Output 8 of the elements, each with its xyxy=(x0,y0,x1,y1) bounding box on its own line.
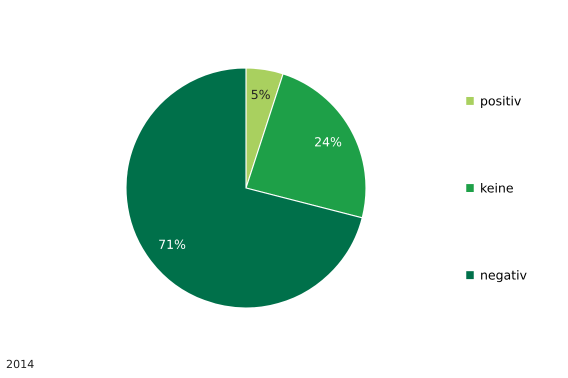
pie-slice xyxy=(125,67,363,309)
legend-label: keine xyxy=(481,182,513,193)
legend-label: negativ xyxy=(481,270,527,282)
legend-label: positiv xyxy=(481,96,521,108)
data-label: 24% xyxy=(315,137,342,147)
data-label: 5% xyxy=(252,90,270,100)
data-label: 71% xyxy=(159,240,186,249)
text: 2014 xyxy=(6,360,34,368)
